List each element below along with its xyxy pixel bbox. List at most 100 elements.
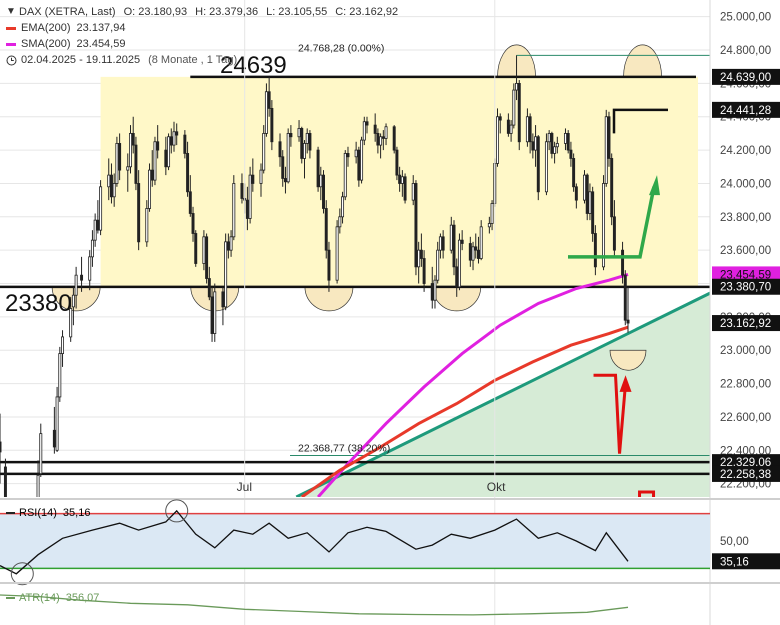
atr-legend[interactable]: ATR(14) 356,07 (6, 591, 99, 605)
candle (341, 196, 345, 218)
instrument-name[interactable]: DAX (XETRA, Last) (19, 6, 116, 18)
candle (338, 216, 342, 228)
candle (300, 128, 304, 159)
candle (186, 153, 190, 193)
candle (245, 199, 249, 219)
chart-legend: ▼ DAX (XETRA, Last) O: 23.180,93 H: 23.3… (6, 4, 398, 68)
price-tag (712, 465, 780, 482)
candle (205, 236, 209, 279)
candle (316, 149, 320, 188)
legend-sma-row[interactable]: SMA(200) 23.454,59 (6, 36, 398, 52)
candle (175, 131, 179, 136)
candle (436, 249, 440, 281)
legend-instrument-row: ▼ DAX (XETRA, Last) O: 23.180,93 H: 23.3… (6, 4, 398, 20)
candle (169, 136, 173, 146)
candle (455, 266, 459, 288)
ohlc-low: 23.105,55 (278, 6, 328, 18)
candle (305, 133, 309, 144)
candle (156, 141, 160, 151)
candle (591, 191, 595, 234)
candle (585, 174, 589, 214)
candle (183, 134, 187, 154)
candle (531, 141, 535, 151)
price-plot-area: 24639 23380 24.768,28 (0.00%) 22.368,77 (38… (0, 16, 710, 497)
candle (148, 169, 152, 209)
y-tick-label: 24.200,00 (720, 145, 771, 157)
candle (574, 186, 578, 201)
price-tag-label: 23.454,59 (720, 269, 771, 281)
candle (468, 243, 472, 261)
price-tag-label: 24.441,28 (720, 105, 771, 117)
arrow-head-up (649, 175, 660, 196)
rsi-band (0, 513, 710, 569)
candle (270, 108, 274, 143)
y-tick-label: 25.000,00 (720, 12, 771, 24)
chevron-down-icon[interactable]: ▼ (6, 6, 16, 17)
rsi-legend[interactable]: RSI(14) 35,16 (6, 506, 90, 520)
ema-swatch (6, 26, 16, 30)
candle (626, 319, 630, 324)
candle (392, 126, 396, 151)
candle (129, 133, 132, 168)
candle (479, 226, 483, 259)
candle (283, 178, 287, 183)
candle (441, 236, 445, 251)
candle (460, 239, 464, 244)
ohlc-close-label: C: (335, 6, 347, 18)
y-tick-label: 23.800,00 (720, 212, 771, 224)
price-tag-label: 24.639,00 (720, 72, 771, 84)
candle (322, 174, 325, 209)
candle (58, 353, 62, 398)
candle (457, 239, 461, 288)
candle (566, 133, 570, 151)
candle (267, 91, 271, 109)
ohlc-close: 23.162,92 (349, 6, 399, 18)
candle (80, 274, 84, 281)
y-tick-label: 22.800,00 (720, 379, 771, 391)
y-tick-label: 24.800,00 (720, 45, 771, 57)
candle (621, 249, 625, 276)
candle (115, 143, 119, 184)
candle (593, 233, 597, 268)
candle (607, 116, 611, 159)
candle (403, 176, 407, 201)
candle (164, 149, 168, 168)
candle (512, 89, 516, 126)
candle (373, 124, 377, 134)
candle (210, 296, 214, 334)
candle (357, 149, 361, 181)
candle (604, 116, 608, 184)
candle (71, 294, 75, 308)
legend-range-row[interactable]: 02.04.2025 - 19.11.2025 (8 Monate , 1 Ta… (6, 52, 398, 68)
clock-icon (6, 55, 17, 65)
candle (74, 274, 78, 296)
candle (90, 239, 94, 258)
rsi-value-tag-label: 35,16 (720, 556, 749, 568)
atr-swatch (6, 597, 15, 599)
ema-value: 23.137,94 (76, 22, 126, 34)
candle (498, 116, 502, 121)
candle (308, 133, 312, 151)
candle (289, 133, 293, 138)
projection-arrow-up (568, 186, 656, 259)
red-marker (638, 490, 656, 497)
candle (400, 176, 404, 184)
touch-marker-low (304, 286, 354, 312)
sma-value: 23.454,59 (76, 38, 126, 50)
candle (430, 283, 434, 301)
candle (360, 139, 364, 181)
candle (191, 213, 195, 234)
price-tag (712, 68, 780, 85)
candle (343, 153, 347, 198)
legend-ema-row[interactable]: EMA(200) 23.137,94 (6, 20, 398, 36)
candle (297, 128, 301, 138)
y-tick-label: 23.000,00 (720, 345, 771, 357)
y-tick-label: 23.600,00 (720, 245, 771, 257)
candle (207, 278, 211, 298)
rsi-circle-low (10, 562, 34, 586)
rsi-line (0, 509, 629, 575)
candle (384, 126, 388, 139)
candle (395, 149, 399, 176)
candle (438, 236, 442, 251)
